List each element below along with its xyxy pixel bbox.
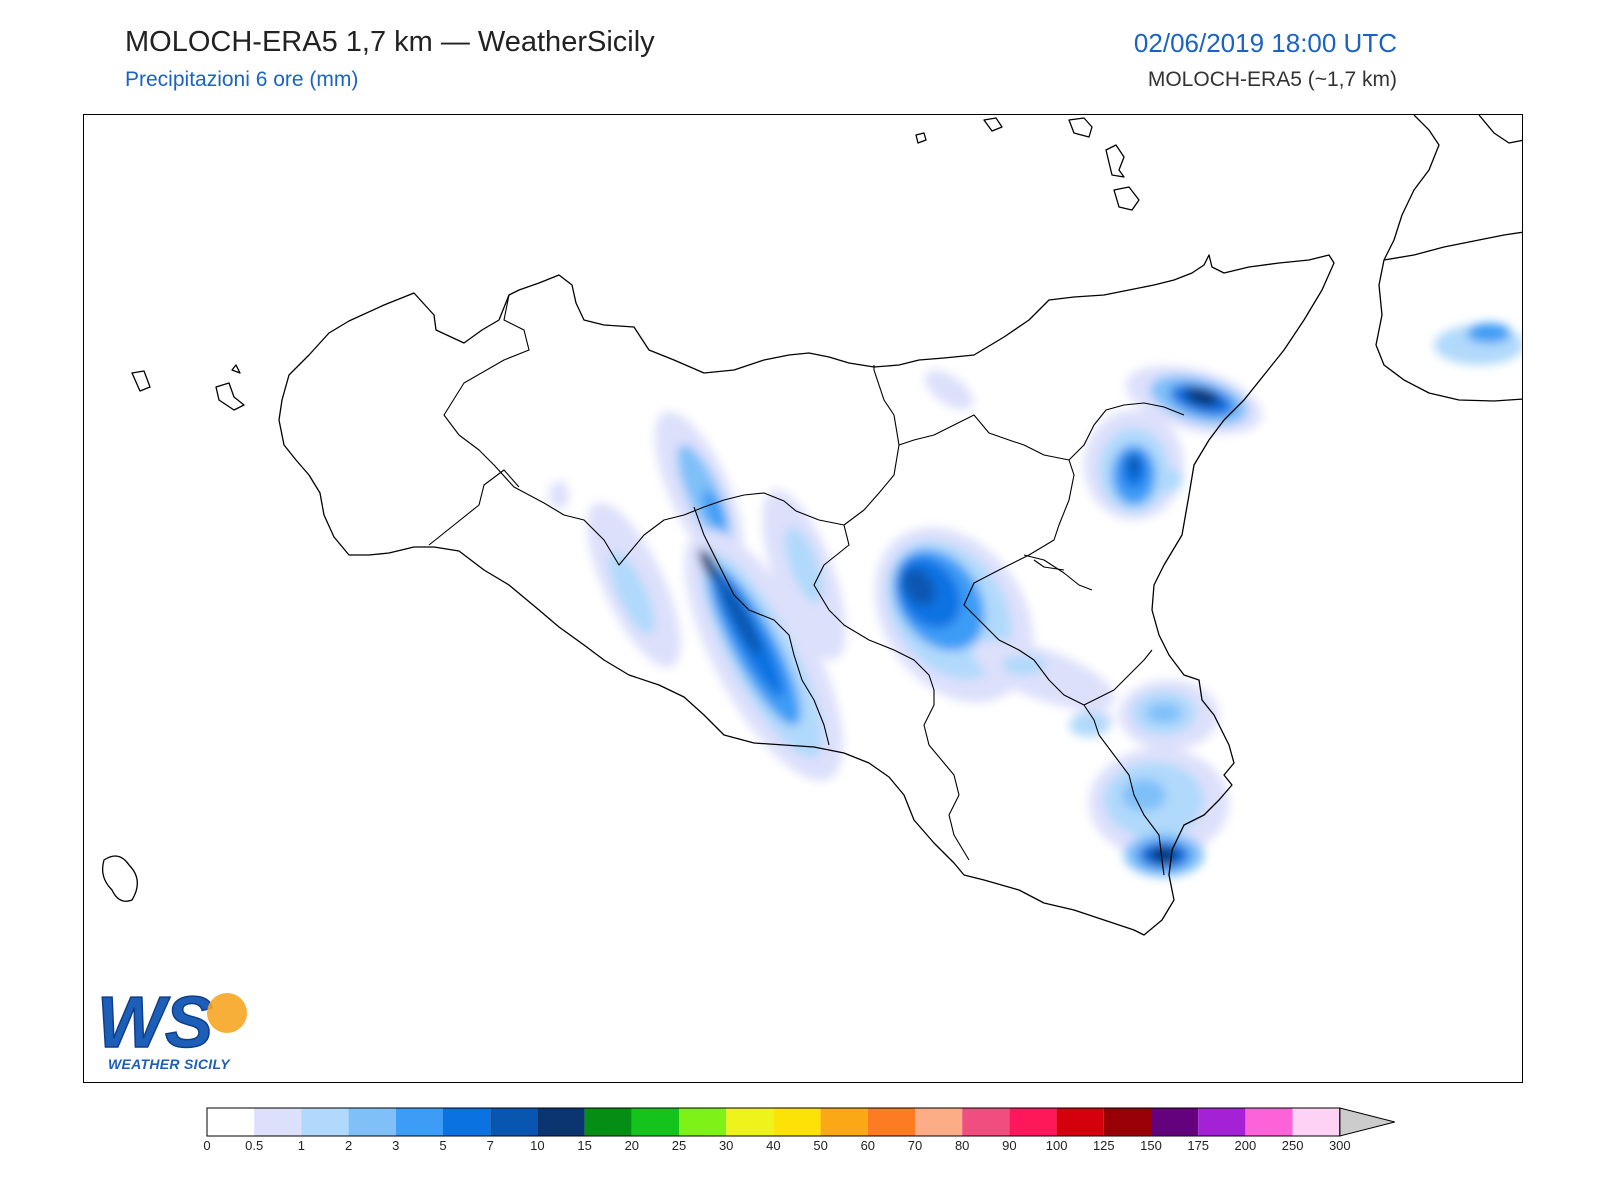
rain-cell [1122,779,1166,811]
colorbar-tick-label: 250 [1281,1138,1304,1153]
logo-name: WEATHER SICILY [108,1056,230,1072]
island [231,364,241,374]
colorbar-bin [773,1108,821,1136]
colorbar-bin [348,1108,396,1136]
colorbar-tick-label: 125 [1092,1138,1115,1153]
colorbar-bin [254,1108,302,1136]
colorbar-bin [726,1108,774,1136]
colorbar-tick-label: 40 [766,1138,781,1153]
colorbar-tick-label: 15 [577,1138,592,1153]
colorbar-tick-label: 2 [344,1138,353,1153]
colorbar-tick-label: 300 [1328,1138,1351,1153]
island [1068,117,1093,138]
precipitation-field [549,323,1522,877]
sicily-coast [278,254,1335,936]
colorbar-tick-label: 30 [718,1138,734,1153]
calabria-coast [1375,231,1522,402]
rain-cell [785,527,823,603]
colorbar-tick-label: 70 [907,1138,923,1153]
variable-subtitle: Precipitazioni 6 ore (mm) [125,68,359,91]
colorbar-bin [820,1108,868,1136]
logo-letters: WS [97,985,213,1063]
coastline [101,115,1522,936]
model-label: MOLOCH-ERA5 (~1,7 km) [1147,68,1397,91]
colorbar-bin [631,1108,679,1136]
colorbar-bin [1151,1108,1199,1136]
colorbar-tick-label: 0 [203,1138,211,1153]
valid-datetime: 02/06/2019 18:00 UTC [1133,28,1397,58]
rain-cell [549,481,569,509]
colorbar-tick-label: 3 [392,1138,400,1153]
colorbar-outline [206,1107,1341,1137]
colorbar-tick-label: 60 [860,1138,876,1153]
colorbar-tick-label: 0.5 [245,1138,264,1153]
island [131,370,151,392]
colorbar-bin [207,1108,255,1136]
colorbar-bin [1245,1108,1293,1136]
island [1113,186,1140,211]
colorbar-bin [1009,1108,1057,1136]
precipitation-map [101,115,1522,936]
island [215,382,245,411]
colorbar-bin [490,1108,538,1136]
colorbar-tick-label: 80 [954,1138,970,1153]
colorbar-tick-label: 150 [1140,1138,1162,1153]
colorbar-tick-label: 20 [624,1138,640,1153]
colorbar-bin [537,1108,585,1136]
colorbar-tick-label: 90 [1002,1138,1017,1153]
colorbar-bin [679,1108,727,1136]
rain-cell [1002,655,1046,675]
colorbar-bin [443,1108,491,1136]
colorbar-bin [1292,1108,1340,1136]
rain-cell [902,568,936,606]
colorbar-tick-label: 7 [486,1138,494,1153]
colorbar-bin [395,1108,443,1136]
rain-cell [1128,456,1140,474]
colorbar-tick-label: 50 [813,1138,828,1153]
rain-cell [1467,323,1511,343]
colorbar-tick-label: 10 [530,1138,545,1153]
province-boundaries [428,294,1185,876]
rain-cell [699,548,719,582]
colorbar-bin [1198,1108,1246,1136]
rain-cell [1146,703,1182,723]
colorbar-tick-label: 1 [297,1138,306,1153]
colorbar-bin [962,1108,1010,1136]
island [983,117,1003,132]
island [915,132,927,144]
rain-cell [924,370,974,410]
colorbar-bin [584,1108,632,1136]
rain-cell [609,551,655,635]
map-panel [83,114,1523,1083]
colorbar-bin [867,1108,915,1136]
colorbar-bin [301,1108,349,1136]
calabria-coast-north [1383,115,1522,261]
colorbar-tick-label: 175 [1187,1138,1210,1153]
colorbar-tick-label: 5 [439,1138,447,1153]
rain-cell [1069,713,1109,737]
island [101,855,138,902]
colorbar-tick-label: 100 [1045,1138,1068,1153]
weathersicily-logo: WS [97,985,247,1064]
rain-cell [1150,847,1178,863]
island [1105,144,1125,178]
colorbar-bin [915,1108,963,1136]
rain-cell [716,575,762,655]
map-title: MOLOCH-ERA5 1,7 km — WeatherSicily [125,26,655,58]
colorbar-tick-label: 200 [1234,1138,1257,1153]
precipitation-colorbar [206,1107,1395,1137]
rain-cell [1155,468,1183,492]
colorbar-overflow-arrow [1339,1107,1395,1137]
colorbar-bin [1056,1108,1104,1136]
rain-cell [973,640,1115,710]
sun-icon [207,993,247,1033]
rain-cell [1184,387,1220,407]
colorbar-tick-label: 25 [671,1138,687,1153]
colorbar-bin [1103,1108,1151,1136]
rain-cell [702,489,726,531]
